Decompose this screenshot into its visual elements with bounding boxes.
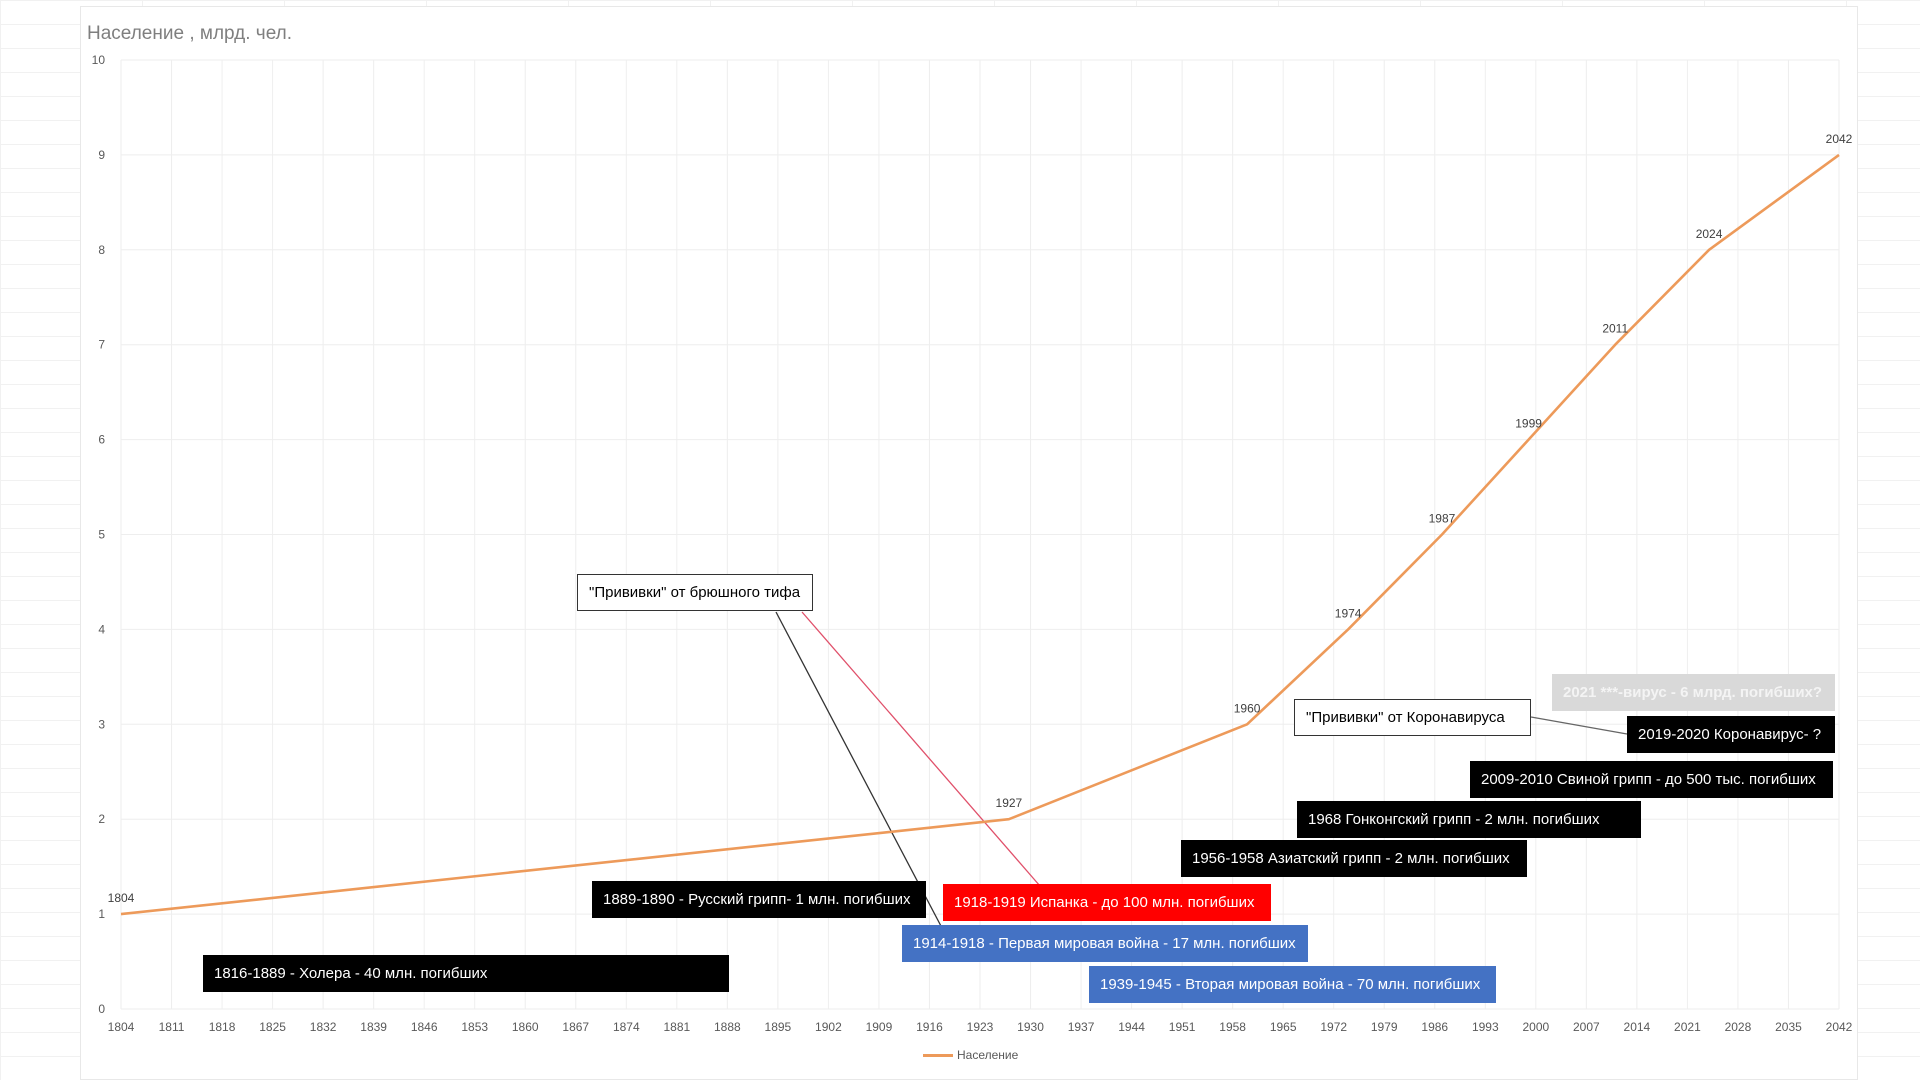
x-tick-label: 2014 xyxy=(1624,1020,1651,1034)
annotation-coronavirus: 2019-2020 Коронавирус- ? xyxy=(1627,716,1835,753)
x-tick-label: 1846 xyxy=(411,1020,438,1034)
x-tick-label: 1811 xyxy=(159,1020,185,1034)
x-tick-label: 1972 xyxy=(1320,1020,1347,1034)
y-tick-label: 7 xyxy=(98,338,105,352)
data-label: 1960 xyxy=(1234,701,1261,715)
connector-corona-grey xyxy=(1530,716,1628,735)
x-tick-label: 1951 xyxy=(1169,1020,1196,1034)
annotation-asian-flu: 1956-1958 Азиатский грипп - 2 млн. погиб… xyxy=(1181,840,1527,877)
x-tick-label: 1909 xyxy=(866,1020,893,1034)
x-tick-label: 1923 xyxy=(967,1020,994,1034)
data-label: 1999 xyxy=(1515,417,1542,431)
x-tick-label: 1902 xyxy=(815,1020,842,1034)
data-labels: 1804 1927 1960 1974 1987 1999 2011 2024 2042 xyxy=(108,132,1853,905)
data-label: 2024 xyxy=(1696,227,1723,241)
x-tick-label: 1979 xyxy=(1371,1020,1398,1034)
y-tick-label: 3 xyxy=(98,717,105,731)
y-tick-label: 8 xyxy=(98,243,105,257)
series-population xyxy=(120,153,1840,916)
data-label: 2042 xyxy=(1826,132,1853,146)
axis-labels: 0 1 2 3 4 5 6 7 8 9 10 1804 1811 1818 1825 1832 1839 1846… xyxy=(92,53,1853,1034)
x-tick-label: 2042 xyxy=(1826,1020,1853,1034)
annotation-corona-vaccine: "Прививки" от Коронавируса xyxy=(1294,699,1531,736)
x-tick-label: 1825 xyxy=(259,1020,286,1034)
x-tick-label: 1986 xyxy=(1421,1020,1448,1034)
y-tick-label: 4 xyxy=(98,622,105,636)
x-tick-label: 2007 xyxy=(1573,1020,1600,1034)
x-tick-label: 1993 xyxy=(1472,1020,1499,1034)
x-tick-label: 1874 xyxy=(613,1020,640,1034)
legend-swatch xyxy=(923,1053,953,1057)
chart-legend[interactable]: Население xyxy=(923,1048,1018,1062)
annotation-spanish-flu: 1918-1919 Испанка - до 100 млн. погибших xyxy=(943,884,1271,921)
data-label: 1987 xyxy=(1429,512,1456,526)
annotation-russian-flu: 1889-1890 - Русский грипп- 1 млн. погибш… xyxy=(592,881,926,918)
x-tick-label: 1853 xyxy=(461,1020,488,1034)
y-tick-label: 0 xyxy=(98,1002,105,1016)
x-tick-label: 1839 xyxy=(360,1020,387,1034)
y-tick-label: 1 xyxy=(98,907,105,921)
chart-title: Население , млрд. чел. xyxy=(87,23,293,44)
x-tick-label: 2000 xyxy=(1522,1020,1549,1034)
y-tick-label: 6 xyxy=(98,433,105,447)
x-tick-label: 1944 xyxy=(1118,1020,1145,1034)
legend-label-population: Население xyxy=(957,1048,1019,1062)
data-label: 1974 xyxy=(1335,606,1362,620)
x-tick-label: 1895 xyxy=(765,1020,792,1034)
callout-connectors xyxy=(775,611,1628,929)
x-tick-label: 1916 xyxy=(916,1020,943,1034)
x-tick-label: 1888 xyxy=(714,1020,741,1034)
x-tick-label: 1881 xyxy=(663,1020,690,1034)
grid-lines xyxy=(120,59,1840,1010)
x-tick-label: 2028 xyxy=(1725,1020,1752,1034)
x-tick-label: 1965 xyxy=(1270,1020,1297,1034)
y-tick-label: 5 xyxy=(98,528,105,542)
x-tick-label: 1867 xyxy=(562,1020,589,1034)
connector-typhus-red xyxy=(801,611,1041,887)
y-tick-label: 9 xyxy=(98,148,105,162)
annotation-ww2: 1939-1945 - Вторая мировая война - 70 мл… xyxy=(1089,966,1496,1003)
annotation-hongkong-flu: 1968 Гонконгский грипп - 2 млн. погибших xyxy=(1297,801,1641,838)
x-tick-label: 1860 xyxy=(512,1020,539,1034)
annotation-swine-flu: 2009-2010 Свиной грипп - до 500 тыс. пог… xyxy=(1470,761,1833,798)
x-tick-label: 1937 xyxy=(1068,1020,1095,1034)
x-tick-label: 1930 xyxy=(1017,1020,1044,1034)
annotation-typhus-vaccine: "Прививки" от брюшного тифа xyxy=(577,574,813,611)
annotation-future-virus: 2021 ***-вирус - 6 млрд. погибших? xyxy=(1552,674,1835,711)
y-tick-label: 2 xyxy=(98,812,105,826)
annotation-cholera: 1816-1889 - Холера - 40 млн. погибших xyxy=(203,955,729,992)
x-tick-label: 2021 xyxy=(1674,1020,1701,1034)
annotation-ww1: 1914-1918 - Первая мировая война - 17 мл… xyxy=(902,925,1308,962)
x-tick-label: 1818 xyxy=(209,1020,236,1034)
y-tick-label: 10 xyxy=(92,53,106,67)
x-tick-label: 1832 xyxy=(310,1020,337,1034)
connector-typhus-black xyxy=(775,611,943,929)
data-label: 1804 xyxy=(108,891,135,905)
series-line-population xyxy=(120,153,1840,916)
data-label: 1927 xyxy=(996,796,1023,810)
x-tick-label: 2035 xyxy=(1775,1020,1802,1034)
x-tick-label: 1804 xyxy=(108,1020,135,1034)
x-tick-label: 1958 xyxy=(1219,1020,1246,1034)
data-label: 2011 xyxy=(1602,322,1628,336)
